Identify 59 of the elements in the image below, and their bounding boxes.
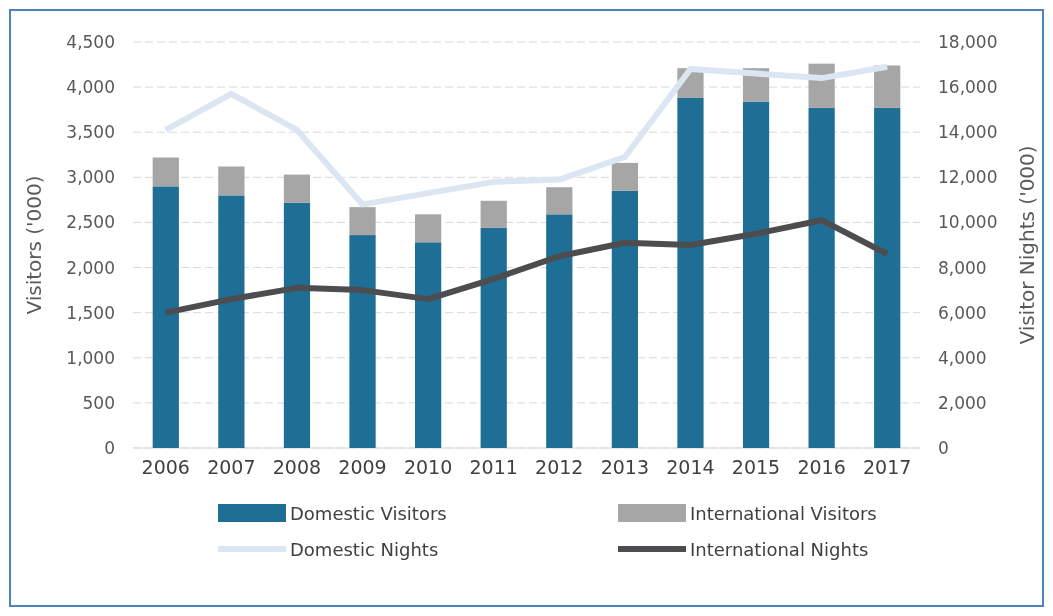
bar xyxy=(677,97,704,448)
y2-tick-label: 10,000 xyxy=(938,212,998,233)
bar xyxy=(742,101,770,448)
bar xyxy=(152,157,179,187)
bar xyxy=(152,186,179,448)
y-tick-label: 3,500 xyxy=(66,122,115,143)
y-tick-label: 1,000 xyxy=(66,347,115,368)
bar xyxy=(874,65,901,108)
legend-label: International Nights xyxy=(690,538,869,560)
x-tick-label: 2016 xyxy=(797,456,846,478)
x-tick-label: 2012 xyxy=(535,456,584,478)
y2-tick-label: 14,000 xyxy=(938,122,998,143)
y2-tick-label: 4,000 xyxy=(938,347,987,368)
y-axis-title: Visitors ('000) xyxy=(22,175,46,315)
legend-label: Domestic Visitors xyxy=(290,502,447,524)
y-tick-label: 1,500 xyxy=(66,302,115,323)
x-tick-label: 2010 xyxy=(403,456,453,478)
x-tick-label: 2007 xyxy=(207,456,256,478)
y2-axis-title: Visitor Nights ('000) xyxy=(1015,145,1039,345)
bar xyxy=(546,187,573,215)
bar xyxy=(611,190,638,448)
bar xyxy=(218,166,245,196)
x-tick-label: 2017 xyxy=(863,456,912,478)
x-tick-label: 2015 xyxy=(731,456,781,478)
x-tick-label: 2006 xyxy=(141,456,190,478)
y-tick-label: 3,000 xyxy=(66,167,115,188)
bar xyxy=(480,200,507,228)
legend-label: International Visitors xyxy=(690,502,877,524)
bar xyxy=(415,242,442,448)
bar xyxy=(349,207,376,236)
x-tick-label: 2011 xyxy=(469,456,518,478)
y-tick-label: 4,500 xyxy=(66,32,115,52)
y-tick-label: 0 xyxy=(104,438,115,458)
bar xyxy=(480,227,507,448)
y-tick-label: 2,000 xyxy=(66,257,115,278)
bar xyxy=(349,235,376,448)
x-tick-label: 2009 xyxy=(338,456,387,478)
y2-tick-label: 12,000 xyxy=(938,167,998,188)
bar xyxy=(546,214,573,448)
bar xyxy=(283,202,311,448)
y2-tick-label: 0 xyxy=(938,438,949,458)
y-tick-label: 2,500 xyxy=(66,212,115,233)
bar xyxy=(218,195,245,448)
x-tick-label: 2008 xyxy=(272,456,322,478)
x-tick-label: 2013 xyxy=(600,456,650,478)
bar xyxy=(415,214,442,243)
bar xyxy=(283,174,311,203)
y-tick-label: 500 xyxy=(82,392,115,413)
x-tick-label: 2014 xyxy=(666,456,715,478)
y2-tick-label: 16,000 xyxy=(938,77,998,98)
y2-tick-label: 8,000 xyxy=(938,257,987,278)
y2-tick-label: 6,000 xyxy=(938,302,987,323)
legend-label: Domestic Nights xyxy=(290,538,439,560)
bar xyxy=(874,107,901,448)
y2-tick-label: 18,000 xyxy=(938,32,998,52)
bar xyxy=(808,107,835,448)
y-tick-label: 4,000 xyxy=(66,77,115,98)
y2-tick-label: 2,000 xyxy=(938,392,987,413)
bar xyxy=(611,162,638,191)
